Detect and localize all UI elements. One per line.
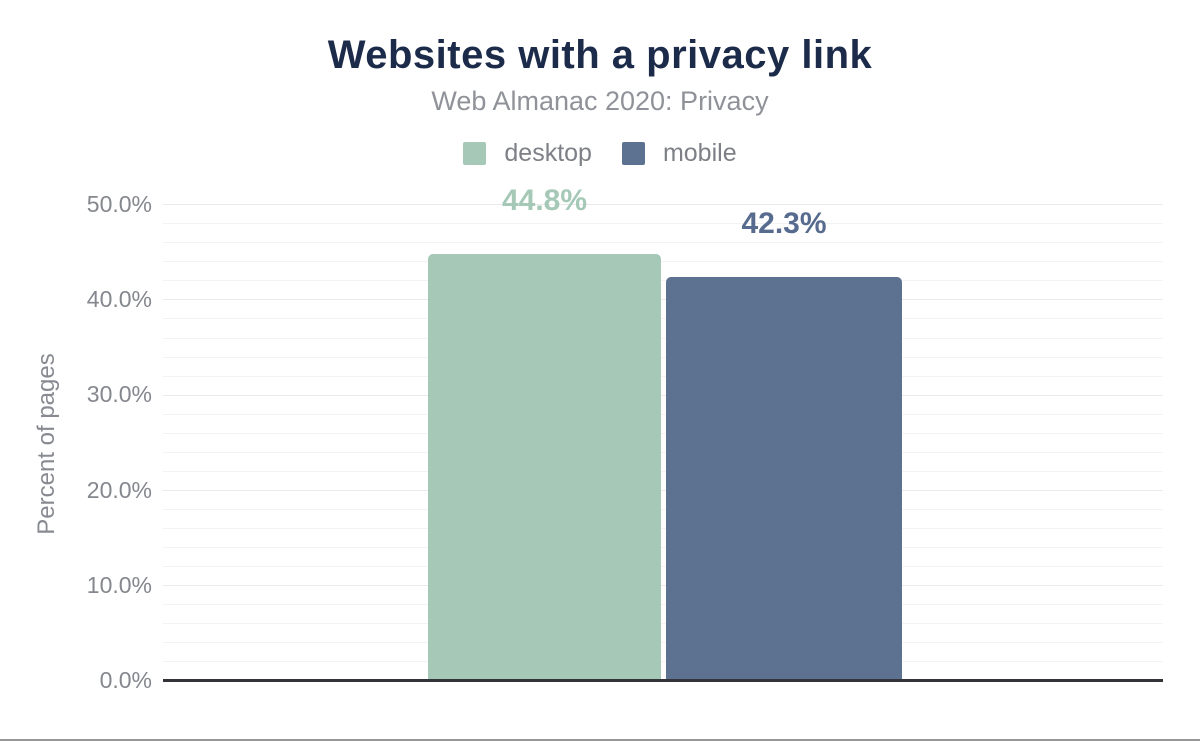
gridline-28pct — [163, 413, 1163, 415]
value-label-mobile: 42.3% — [741, 207, 827, 241]
legend-label-desktop: desktop — [504, 139, 592, 167]
gridline-14pct — [163, 546, 1163, 548]
y-tick-label-0: 0.0% — [99, 667, 152, 693]
gridline-20pct — [163, 489, 1163, 491]
gridline-2pct — [163, 661, 1163, 662]
gridline-32pct — [163, 375, 1163, 377]
legend-swatch-desktop-icon — [463, 142, 487, 165]
y-tick-label-50: 50.0% — [86, 191, 152, 217]
gridline-30pct — [163, 394, 1163, 396]
page-bottom-border — [0, 739, 1200, 741]
gridline-48pct — [163, 223, 1163, 224]
value-label-desktop: 44.8% — [501, 183, 588, 217]
legend: desktop mobile — [0, 139, 1200, 168]
page-title: Websites with a privacy link — [327, 33, 873, 77]
page-subtitle: Web Almanac 2020: Privacy — [431, 86, 769, 116]
gridline-38pct — [163, 318, 1163, 319]
bar-desktop[interactable] — [428, 253, 661, 680]
gridline-34pct — [163, 356, 1163, 358]
gridline-44pct — [163, 261, 1163, 262]
y-tick-label-10: 10.0% — [86, 571, 152, 598]
gridline-26pct — [163, 432, 1163, 434]
bar-mobile[interactable] — [666, 277, 902, 680]
gridline-6pct — [163, 623, 1163, 624]
legend-item-mobile[interactable]: mobile — [621, 139, 737, 168]
gridline-8pct — [163, 604, 1163, 605]
y-tick-label-20: 20.0% — [86, 476, 152, 503]
gridline-24pct — [163, 451, 1163, 453]
legend-item-desktop[interactable]: desktop — [463, 139, 592, 168]
legend-swatch-mobile-icon — [621, 142, 645, 165]
gridline-42pct — [163, 280, 1163, 281]
gridline-40pct — [163, 299, 1163, 300]
legend-label-mobile: mobile — [662, 139, 737, 167]
gridline-36pct — [163, 337, 1163, 339]
gridline-22pct — [163, 470, 1163, 472]
gridline-18pct — [163, 508, 1163, 510]
gridline-12pct — [163, 566, 1163, 567]
y-tick-label-40: 40.0% — [86, 286, 152, 313]
gridline-10pct — [163, 585, 1163, 586]
gridline-50pct — [163, 204, 1163, 205]
x-axis-line — [163, 679, 1163, 682]
y-tick-label-30: 30.0% — [86, 381, 152, 408]
gridline-16pct — [163, 527, 1163, 529]
gridline-4pct — [163, 642, 1163, 643]
gridline-46pct — [163, 242, 1163, 243]
